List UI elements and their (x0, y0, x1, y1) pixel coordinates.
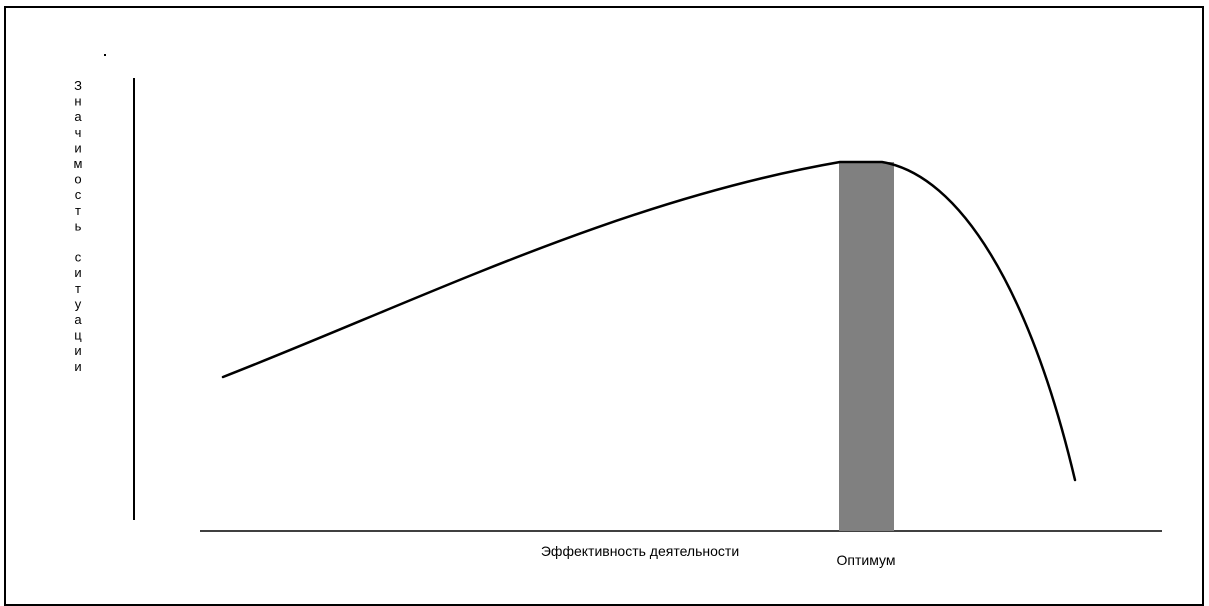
y-axis-label-letter: у (75, 296, 82, 311)
y-axis-label-letter: м (74, 156, 83, 171)
y-axis-label-letter: н (74, 94, 81, 109)
x-axis-label: Эффективность деятельности (541, 543, 739, 559)
y-axis-label-letter: ц (74, 328, 82, 343)
efficiency-curve (221, 160, 1077, 482)
y-axis-label-letter: и (74, 140, 81, 155)
y-axis-label-letter: ч (75, 125, 82, 140)
optimum-label: Оптимум (837, 552, 896, 568)
diagram-frame (4, 6, 1204, 606)
y-axis-label-letter: т (75, 281, 81, 296)
y-axis-label-letter: и (74, 265, 81, 280)
y-axis-label-letter: и (74, 343, 81, 358)
y-axis-label-letter: с (75, 250, 82, 265)
optimum-band (839, 162, 894, 531)
y-axis-label-letter: и (74, 359, 81, 374)
y-axis-label-letter: а (74, 312, 82, 327)
y-axis-label-letter: о (74, 172, 81, 187)
y-axis-label-letter: а (74, 109, 82, 124)
y-axis-label-letter: ь (75, 218, 82, 233)
stray-dot (104, 54, 106, 56)
y-axis-label-letter: т (75, 203, 81, 218)
y-axis-label-letter: З (74, 78, 82, 93)
y-axis-label-letter: с (75, 187, 82, 202)
